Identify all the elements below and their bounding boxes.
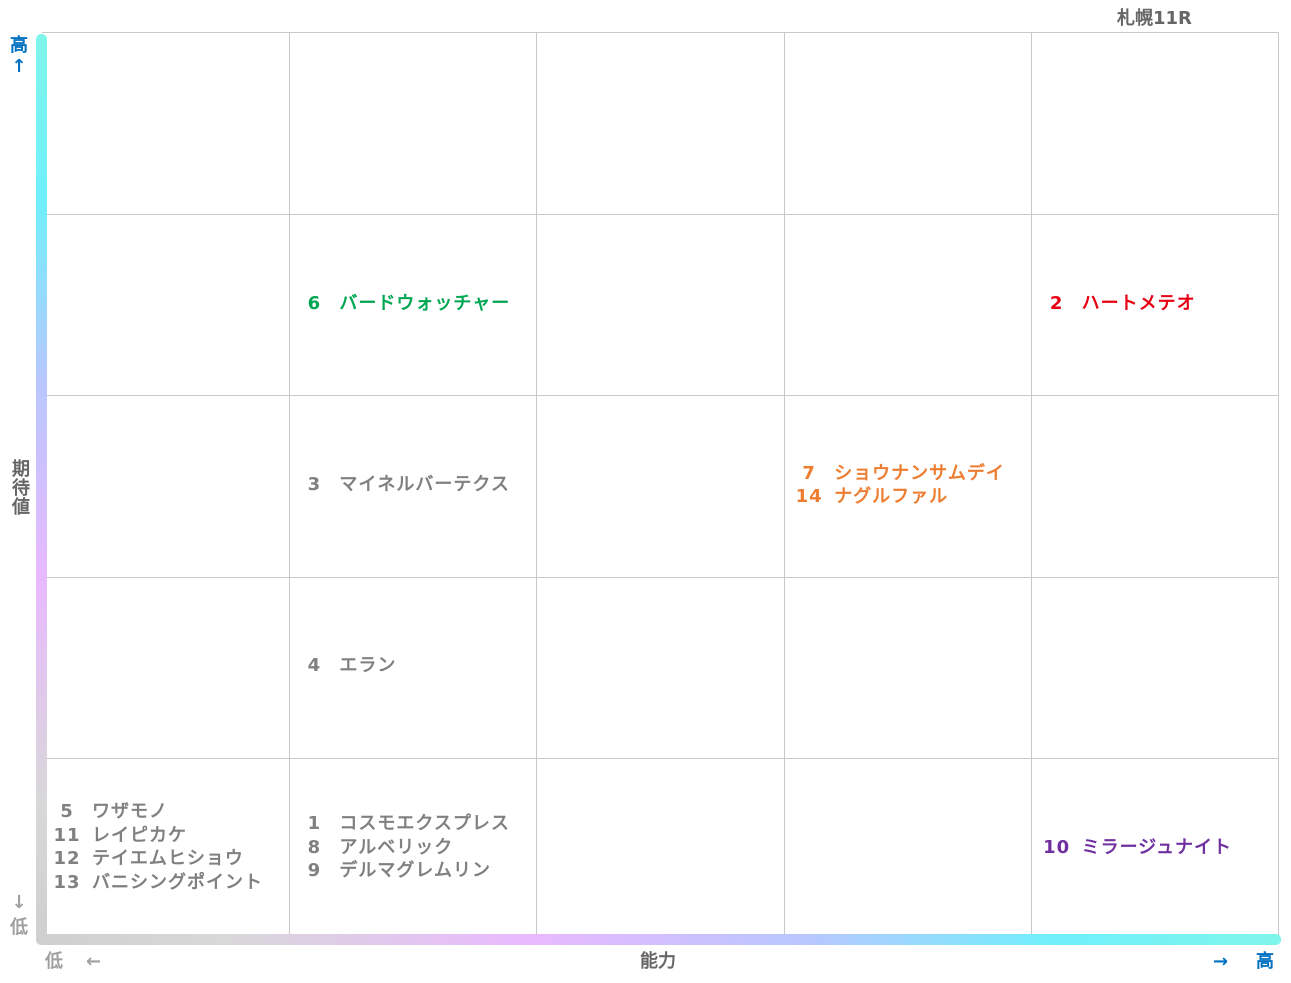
horse-name: レイピカケ bbox=[92, 824, 187, 846]
x-axis-bar bbox=[36, 934, 1281, 945]
x-high-label: 高 bbox=[1256, 951, 1274, 972]
horse-group: 10 ミラージュナイト bbox=[1042, 836, 1232, 860]
horse-entry: 4 エラン bbox=[299, 654, 396, 678]
y-axis-label: 期待値 bbox=[9, 458, 30, 516]
horse-entry: 3 マイネルバーテクス bbox=[299, 473, 509, 497]
horse-entry: 8 アルベリック bbox=[299, 836, 509, 860]
horse-group: 7 ショウナンサムデイ 14 ナグルファル bbox=[794, 462, 1005, 509]
y-axis-bar bbox=[36, 34, 47, 940]
grid-vline bbox=[289, 32, 290, 938]
horse-number: 8 bbox=[307, 836, 322, 858]
chart-title: 札幌11R bbox=[1117, 8, 1192, 29]
horse-entry: 12 テイエムヒショウ bbox=[52, 847, 263, 871]
grid-vline bbox=[536, 32, 537, 938]
grid-hline bbox=[42, 214, 1279, 215]
horse-group: 1 コスモエクスプレス 8 アルベリック 9 デルマグレムリン bbox=[299, 812, 509, 883]
horse-entry: 7 ショウナンサムデイ bbox=[794, 462, 1005, 486]
x-low-label: 低 bbox=[45, 951, 63, 972]
horse-name: ナグルファル bbox=[834, 486, 949, 507]
y-up-arrow: ↑ bbox=[11, 56, 27, 77]
horse-entry: 13 バニシングポイント bbox=[52, 871, 263, 895]
horse-number: 9 bbox=[307, 860, 322, 882]
x-axis-label: 能力 bbox=[640, 951, 676, 972]
horse-entry: 9 デルマグレムリン bbox=[299, 859, 509, 883]
horse-name: テイエムヒショウ bbox=[92, 848, 244, 870]
horse-entry: 11 レイピカケ bbox=[52, 824, 263, 848]
grid-vline bbox=[1031, 32, 1032, 938]
horse-number: 4 bbox=[307, 655, 322, 677]
horse-name: デルマグレムリン bbox=[339, 860, 492, 882]
horse-entry: 5 ワザモノ bbox=[52, 800, 263, 824]
horse-name: ハートメテオ bbox=[1081, 293, 1196, 315]
horse-name: バードウォッチャー bbox=[339, 293, 511, 315]
y-high-label: 高 bbox=[10, 35, 28, 56]
horse-name: コスモエクスプレス bbox=[339, 813, 510, 835]
horse-number: 2 bbox=[1049, 293, 1064, 315]
horse-name: ミラージュナイト bbox=[1081, 836, 1232, 858]
horse-entry: 2 ハートメテオ bbox=[1042, 292, 1196, 316]
horse-name: エラン bbox=[339, 655, 397, 677]
grid-vline bbox=[784, 32, 785, 938]
plot-grid bbox=[42, 32, 1279, 938]
horse-name: アルベリック bbox=[339, 836, 454, 858]
horse-number: 10 bbox=[1043, 836, 1071, 858]
horse-entry: 6 バードウォッチャー bbox=[299, 292, 510, 316]
horse-group: 2 ハートメテオ bbox=[1042, 292, 1196, 316]
horse-number: 5 bbox=[60, 801, 74, 823]
horse-number: 6 bbox=[307, 293, 322, 315]
grid-hline bbox=[42, 577, 1279, 578]
horse-number: 12 bbox=[53, 848, 81, 870]
horse-entry: 10 ミラージュナイト bbox=[1042, 836, 1232, 860]
horse-name: マイネルバーテクス bbox=[339, 474, 510, 496]
horse-group: 4 エラン bbox=[299, 654, 396, 678]
horse-entry: 14 ナグルファル bbox=[794, 485, 1005, 509]
horse-group: 3 マイネルバーテクス bbox=[299, 473, 509, 497]
horse-number: 14 bbox=[795, 486, 823, 507]
horse-name: ワザモノ bbox=[92, 801, 168, 823]
grid-hline bbox=[42, 758, 1279, 759]
horse-number: 1 bbox=[307, 813, 322, 835]
y-down-arrow: ↓ bbox=[11, 892, 27, 913]
horse-number: 13 bbox=[53, 871, 81, 893]
x-left-arrow: ← bbox=[86, 951, 102, 972]
horse-group: 6 バードウォッチャー bbox=[299, 292, 510, 316]
grid-hline bbox=[42, 395, 1279, 396]
horse-group: 5 ワザモノ 11 レイピカケ 12 テイエムヒショウ 13 バニシングポイント bbox=[52, 800, 263, 894]
horse-name: ショウナンサムデイ bbox=[834, 462, 1005, 484]
horse-number: 11 bbox=[53, 824, 81, 846]
horse-entry: 1 コスモエクスプレス bbox=[299, 812, 509, 836]
y-low-label: 低 bbox=[10, 917, 28, 938]
horse-name: バニシングポイント bbox=[92, 871, 263, 893]
horse-number: 3 bbox=[307, 474, 322, 496]
x-right-arrow: → bbox=[1213, 951, 1229, 972]
horse-number: 7 bbox=[802, 462, 816, 484]
